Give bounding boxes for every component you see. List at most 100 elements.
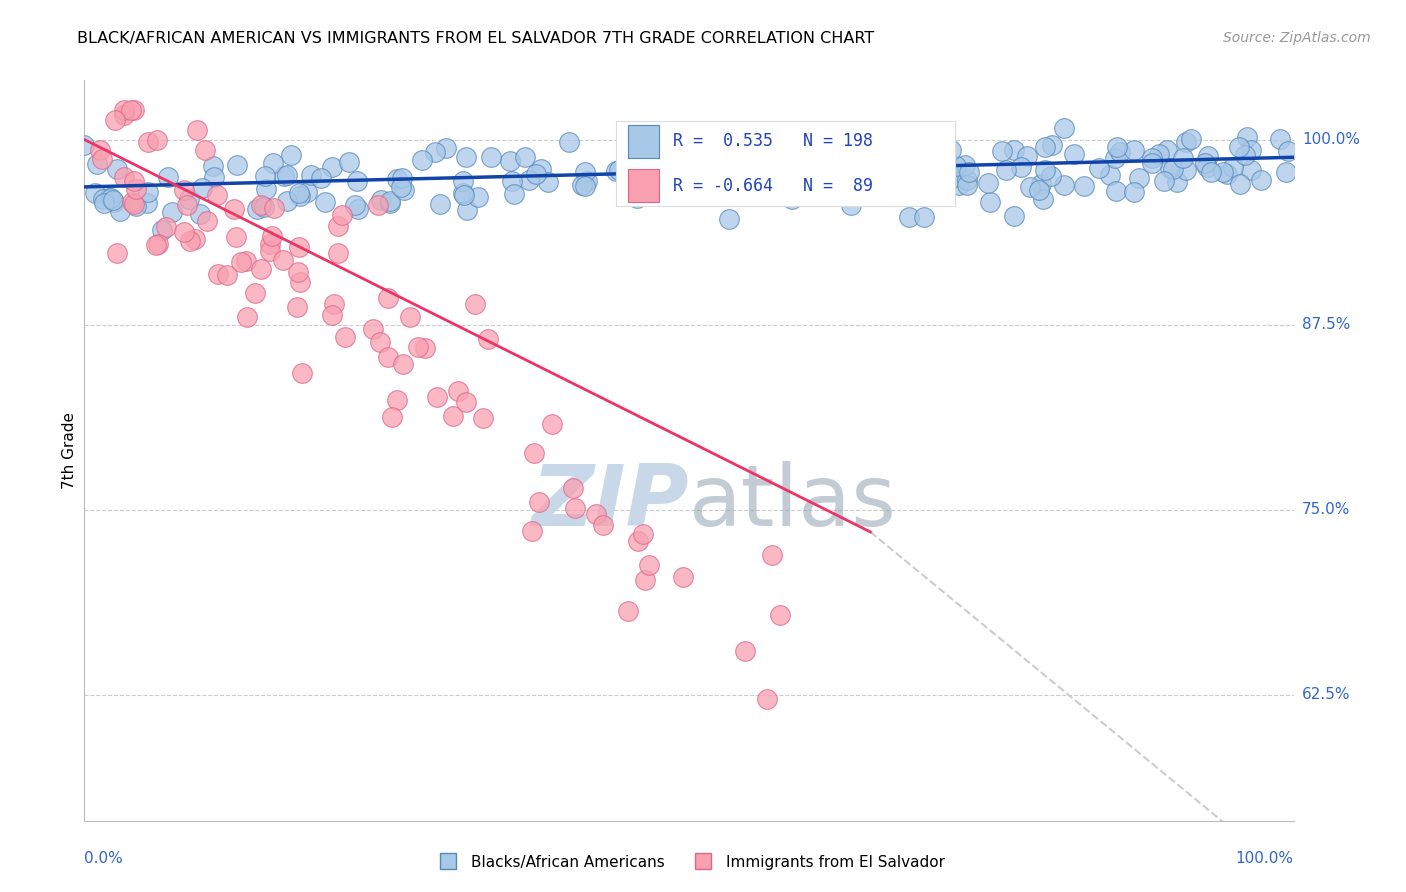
Point bbox=[912, 210, 935, 224]
Point bbox=[990, 144, 1012, 158]
Point bbox=[1052, 120, 1074, 135]
Point bbox=[101, 193, 124, 207]
Text: 100.0%: 100.0% bbox=[1302, 132, 1360, 147]
Point bbox=[1239, 163, 1261, 178]
Point bbox=[931, 158, 953, 172]
Point bbox=[259, 244, 281, 258]
Point bbox=[1087, 161, 1109, 176]
Point bbox=[766, 159, 789, 173]
Point bbox=[948, 178, 970, 193]
Point bbox=[1197, 149, 1219, 163]
Point bbox=[391, 170, 413, 185]
Point bbox=[243, 286, 266, 301]
Point bbox=[831, 170, 853, 185]
Point bbox=[285, 300, 308, 314]
Point bbox=[1073, 179, 1095, 194]
Point bbox=[112, 108, 135, 122]
Point bbox=[173, 183, 195, 197]
Point bbox=[160, 205, 183, 219]
Point bbox=[716, 189, 738, 203]
Point bbox=[537, 175, 560, 189]
Point bbox=[314, 194, 336, 209]
Point bbox=[1195, 160, 1218, 174]
Point bbox=[1029, 178, 1052, 192]
Point bbox=[574, 178, 596, 193]
Point bbox=[633, 574, 655, 588]
Text: atlas: atlas bbox=[689, 461, 897, 544]
Point bbox=[654, 165, 676, 179]
Point bbox=[105, 162, 128, 177]
Point bbox=[124, 174, 146, 188]
Point bbox=[957, 165, 980, 179]
Point bbox=[186, 122, 208, 136]
Point bbox=[194, 144, 217, 158]
Point bbox=[661, 186, 683, 200]
Text: BLACK/AFRICAN AMERICAN VS IMMIGRANTS FROM EL SALVADOR 7TH GRADE CORRELATION CHAR: BLACK/AFRICAN AMERICAN VS IMMIGRANTS FRO… bbox=[77, 31, 875, 46]
Point bbox=[1161, 162, 1184, 177]
Point bbox=[1002, 143, 1025, 157]
Point bbox=[263, 201, 285, 215]
Point bbox=[863, 167, 886, 181]
Point bbox=[287, 186, 309, 200]
Point bbox=[378, 195, 401, 210]
Point bbox=[429, 197, 451, 211]
Point bbox=[904, 169, 927, 183]
Point bbox=[530, 162, 553, 177]
Point bbox=[93, 196, 115, 211]
Point bbox=[145, 238, 167, 252]
Point bbox=[524, 167, 547, 181]
Point bbox=[291, 366, 314, 380]
Point bbox=[276, 194, 298, 208]
Point bbox=[280, 148, 302, 162]
Point bbox=[621, 178, 644, 192]
Point bbox=[236, 310, 259, 324]
Point bbox=[672, 152, 695, 166]
Point bbox=[112, 103, 135, 117]
Point bbox=[1194, 155, 1216, 169]
Point bbox=[222, 202, 245, 216]
Point bbox=[295, 186, 318, 200]
Point bbox=[122, 196, 145, 211]
FancyBboxPatch shape bbox=[628, 125, 659, 158]
Point bbox=[471, 410, 494, 425]
Point bbox=[202, 169, 225, 184]
Point bbox=[776, 131, 799, 145]
Point bbox=[1128, 170, 1150, 185]
Point bbox=[120, 103, 142, 117]
Point bbox=[1147, 147, 1170, 161]
Point bbox=[91, 152, 114, 166]
Point bbox=[177, 192, 200, 206]
Point bbox=[863, 128, 886, 143]
Point bbox=[517, 173, 540, 187]
Point bbox=[886, 139, 908, 153]
Point bbox=[1122, 185, 1144, 199]
Point bbox=[235, 254, 257, 268]
Point bbox=[575, 174, 598, 188]
Point bbox=[759, 145, 782, 160]
Point bbox=[328, 245, 350, 260]
Point bbox=[1040, 169, 1063, 183]
Point bbox=[1010, 160, 1032, 174]
Point bbox=[250, 198, 273, 212]
Point bbox=[640, 186, 662, 201]
Point bbox=[157, 170, 180, 185]
Point bbox=[453, 188, 475, 202]
Point bbox=[839, 198, 862, 212]
Point bbox=[83, 186, 105, 200]
Point bbox=[945, 159, 967, 173]
Point bbox=[941, 171, 963, 186]
Point bbox=[205, 188, 228, 202]
Point bbox=[288, 240, 311, 254]
Point bbox=[467, 189, 489, 203]
Point bbox=[498, 154, 520, 169]
Point bbox=[136, 185, 159, 199]
Point bbox=[479, 150, 502, 164]
Point bbox=[326, 219, 349, 233]
Point bbox=[389, 179, 412, 194]
Point bbox=[477, 332, 499, 346]
Point bbox=[454, 150, 477, 164]
Point bbox=[780, 192, 803, 206]
Point bbox=[697, 161, 720, 175]
Point bbox=[309, 171, 332, 186]
Point bbox=[271, 252, 294, 267]
